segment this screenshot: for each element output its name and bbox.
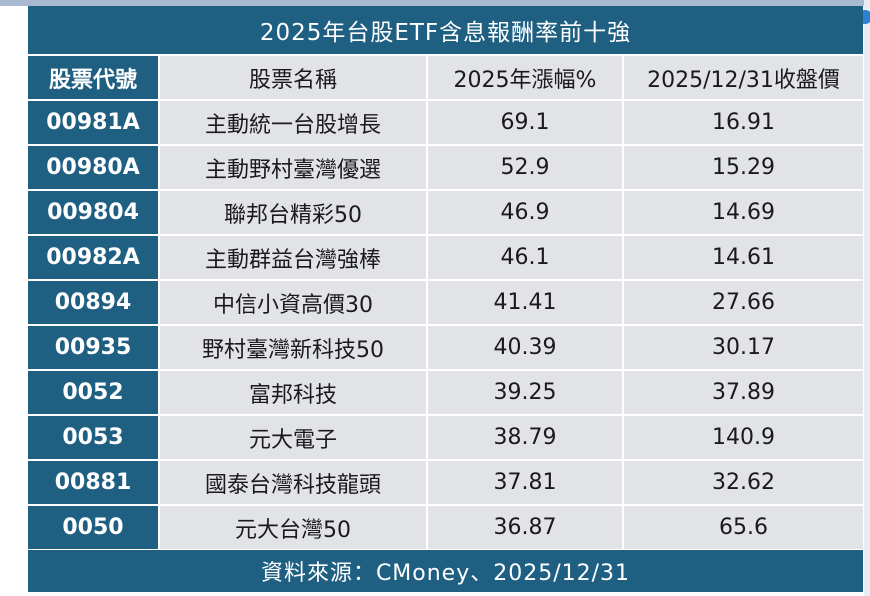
change-percent: 37.81 [426, 461, 622, 506]
close-price: 37.89 [622, 371, 863, 416]
header-close: 2025/12/31收盤價 [622, 56, 863, 101]
table-row: 009804 聯邦台精彩50 46.9 14.69 [28, 191, 863, 236]
header-change: 2025年漲幅% [426, 56, 622, 101]
close-price: 140.9 [622, 416, 863, 461]
stock-code: 009804 [28, 191, 158, 236]
table-row: 00982A 主動群益台灣強棒 46.1 14.61 [28, 236, 863, 281]
table-title: 2025年台股ETF含息報酬率前十強 [28, 6, 863, 54]
change-percent: 46.1 [426, 236, 622, 281]
stock-name: 富邦科技 [158, 371, 426, 416]
stock-name: 主動統一台股增長 [158, 101, 426, 146]
change-percent: 38.79 [426, 416, 622, 461]
close-price: 14.61 [622, 236, 863, 281]
stock-code: 0053 [28, 416, 158, 461]
stock-code: 00981A [28, 101, 158, 146]
stock-code: 00982A [28, 236, 158, 281]
stock-code: 00935 [28, 326, 158, 371]
stock-name: 中信小資高價30 [158, 281, 426, 326]
header-name: 股票名稱 [158, 56, 426, 101]
close-price: 65.6 [622, 506, 863, 551]
top-edge [0, 0, 870, 6]
stock-name: 主動野村臺灣優選 [158, 146, 426, 191]
header-code: 股票代號 [28, 56, 158, 101]
right-edge [864, 0, 870, 596]
close-price: 27.66 [622, 281, 863, 326]
stock-code: 0050 [28, 506, 158, 551]
table-row: 00980A 主動野村臺灣優選 52.9 15.29 [28, 146, 863, 191]
table-row: 00935 野村臺灣新科技50 40.39 30.17 [28, 326, 863, 371]
change-percent: 52.9 [426, 146, 622, 191]
stock-name: 元大台灣50 [158, 506, 426, 551]
table-row: 00981A 主動統一台股增長 69.1 16.91 [28, 101, 863, 146]
close-price: 16.91 [622, 101, 863, 146]
close-price: 14.69 [622, 191, 863, 236]
stock-name: 聯邦台精彩50 [158, 191, 426, 236]
change-percent: 69.1 [426, 101, 622, 146]
stock-code: 00894 [28, 281, 158, 326]
stock-name: 國泰台灣科技龍頭 [158, 461, 426, 506]
stock-code: 00980A [28, 146, 158, 191]
table-row: 0052 富邦科技 39.25 37.89 [28, 371, 863, 416]
stock-name: 元大電子 [158, 416, 426, 461]
etf-table-card: 2025年台股ETF含息報酬率前十強 股票代號 股票名稱 2025年漲幅% 20… [28, 6, 863, 592]
stock-name: 主動群益台灣強棒 [158, 236, 426, 281]
change-percent: 46.9 [426, 191, 622, 236]
stock-code: 00881 [28, 461, 158, 506]
stock-code: 0052 [28, 371, 158, 416]
change-percent: 36.87 [426, 506, 622, 551]
table-row: 0053 元大電子 38.79 140.9 [28, 416, 863, 461]
stock-name: 野村臺灣新科技50 [158, 326, 426, 371]
source-footer: 資料來源：CMoney、2025/12/31 [28, 550, 863, 592]
close-price: 32.62 [622, 461, 863, 506]
table-row: 00881 國泰台灣科技龍頭 37.81 32.62 [28, 461, 863, 506]
close-price: 15.29 [622, 146, 863, 191]
left-margin [0, 6, 28, 596]
table-row: 00894 中信小資高價30 41.41 27.66 [28, 281, 863, 326]
etf-ranking-table: 股票代號 股票名稱 2025年漲幅% 2025/12/31收盤價 00981A … [28, 56, 863, 551]
close-price: 30.17 [622, 326, 863, 371]
change-percent: 39.25 [426, 371, 622, 416]
table-row: 0050 元大台灣50 36.87 65.6 [28, 506, 863, 551]
change-percent: 41.41 [426, 281, 622, 326]
header-row: 股票代號 股票名稱 2025年漲幅% 2025/12/31收盤價 [28, 56, 863, 101]
change-percent: 40.39 [426, 326, 622, 371]
